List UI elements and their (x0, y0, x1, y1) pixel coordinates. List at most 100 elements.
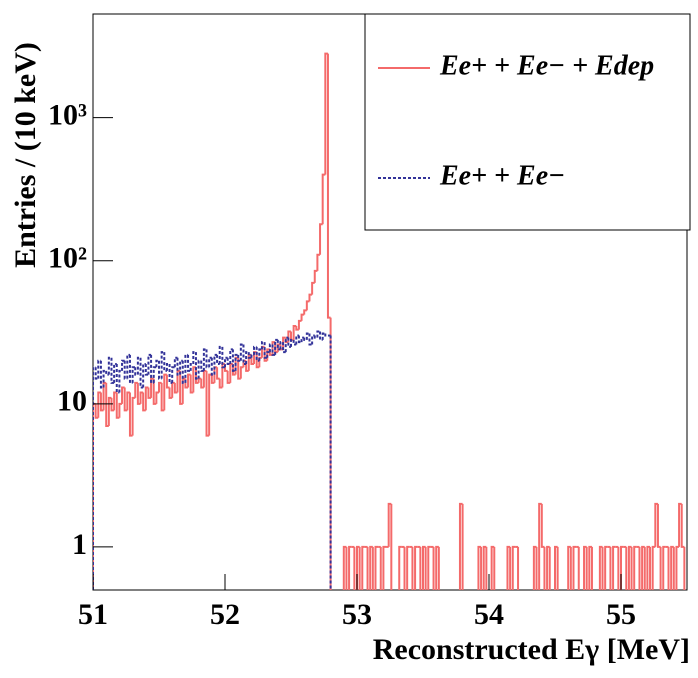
histogram-bin (422, 545, 426, 590)
legend-box (364, 13, 691, 231)
histogram-bin (382, 545, 387, 590)
histogram-bin (324, 333, 328, 337)
histogram-bin (477, 545, 482, 590)
histogram-bin (158, 360, 162, 380)
histogram-bin (485, 546, 488, 590)
histogram-bin (250, 353, 255, 358)
histogram-bin (601, 546, 604, 590)
histogram-bin (329, 335, 332, 590)
histogram-bin (300, 313, 305, 321)
axes: 51 52 53 54 55 1 10 10² 10³ (48, 99, 636, 631)
histogram-bin (316, 330, 321, 338)
legend-label: Ee+ + Ee− (439, 160, 565, 191)
x-tick-label: 55 (606, 598, 636, 631)
histogram-bin (102, 381, 107, 411)
histogram-bin (308, 333, 313, 346)
histogram-bin (672, 546, 675, 590)
histogram-bin (97, 359, 101, 379)
x-axis-label: Reconstructed Eγ [MeV] (373, 633, 690, 666)
histogram-bin (113, 362, 117, 383)
histogram-bin (572, 545, 577, 590)
histogram-bin (369, 545, 373, 590)
histogram-bin (142, 362, 146, 388)
histogram-bin (630, 546, 633, 590)
histogram-bin (237, 354, 241, 362)
histogram-bin (353, 546, 356, 590)
histogram-bin (511, 545, 516, 590)
histogram-bin (371, 546, 374, 590)
histogram-bin (588, 545, 592, 590)
histogram-bin (609, 546, 612, 590)
histogram-bin (99, 360, 104, 389)
y-tick-label: 1 (72, 528, 87, 561)
histogram-bin (107, 396, 112, 426)
histogram-bin (194, 352, 199, 380)
histogram-bin (205, 370, 210, 437)
y-tick-label: 10³ (48, 99, 87, 132)
histogram-bin (480, 546, 483, 590)
histogram-bin (683, 546, 686, 590)
y-tick-label: 10 (57, 385, 87, 418)
histogram-bin (543, 546, 546, 590)
histogram-bin (358, 546, 361, 590)
histogram-bin (176, 357, 181, 376)
histogram-bin (113, 391, 117, 411)
histogram-bin (649, 546, 652, 590)
histogram-bin (458, 502, 463, 590)
histogram-bin (303, 337, 307, 341)
histogram-bin (94, 403, 99, 419)
histogram-bin (258, 356, 262, 368)
histogram-bin (387, 502, 392, 547)
histogram-bin (128, 392, 133, 437)
histogram-bin (181, 360, 186, 384)
histogram-bin (218, 378, 223, 389)
histogram-bin (263, 342, 268, 359)
histogram-bin (131, 366, 136, 383)
legend-label: Ee+ + Ee− + Edep (439, 50, 654, 81)
histogram-bin (218, 345, 223, 364)
histogram-bin (205, 349, 210, 369)
histogram-bin (577, 546, 580, 590)
histogram-bin (627, 545, 632, 590)
histogram-bin (94, 367, 99, 380)
histogram-bin (625, 546, 628, 590)
histogram-bin (656, 503, 661, 548)
histogram-bin (231, 349, 236, 372)
x-tick-label: 52 (210, 598, 240, 631)
histogram-bin (210, 357, 215, 376)
histogram-bin (604, 545, 608, 590)
histogram-bin (155, 359, 159, 368)
histogram-bin (134, 367, 138, 376)
histogram-bin (197, 359, 202, 379)
histogram-bin (538, 502, 542, 590)
histogram-bin (313, 269, 318, 283)
histogram-bin (667, 546, 670, 590)
histogram-bin (268, 343, 273, 353)
histogram-bin (329, 317, 332, 590)
histogram-bin (107, 356, 112, 375)
histogram-bin (540, 503, 545, 548)
histogram-bin (532, 545, 537, 590)
histogram-bin (123, 360, 128, 380)
histogram-bin (115, 392, 120, 419)
histogram-bin (493, 546, 496, 590)
histogram-bin (258, 348, 262, 361)
histogram-bin (345, 546, 348, 590)
x-tick-label: 54 (474, 598, 504, 631)
histogram-bin (245, 351, 249, 364)
histogram-bin (461, 503, 464, 590)
histogram-bin (158, 381, 162, 393)
histogram-bin (556, 546, 559, 590)
histogram-bin (297, 319, 302, 330)
histogram-bin (535, 546, 538, 590)
histogram-bin (239, 343, 244, 361)
histogram-bin (305, 332, 310, 340)
histogram-bin (342, 545, 347, 590)
histogram-bin (643, 546, 646, 590)
histogram-bin (398, 545, 402, 590)
histogram-bin (200, 378, 204, 389)
y-tick-label: 10² (48, 242, 87, 275)
histogram-bin (255, 346, 260, 362)
histogram-bin (374, 545, 379, 590)
histogram-bin (176, 369, 181, 393)
